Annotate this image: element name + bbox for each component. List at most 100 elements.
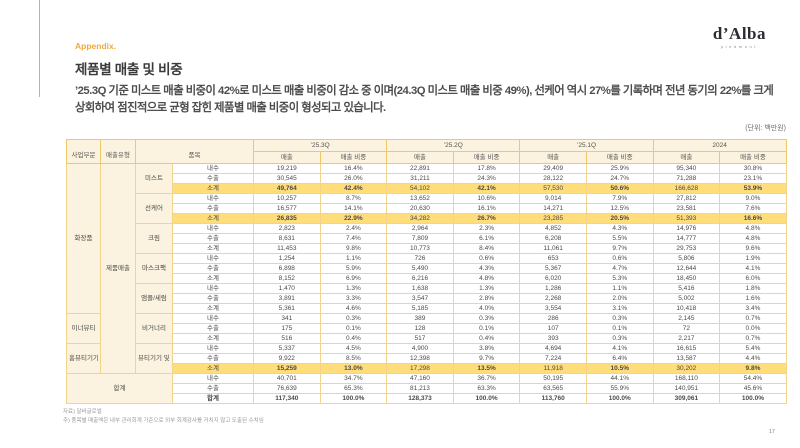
business-label: 화장품 — [66, 163, 101, 314]
table-row: 앰플/세럼 내수 1,470 1.3% 1,638 1.3% 1,286 1.1% 5,416 1… — [67, 283, 787, 314]
value-cell: 175 — [253, 323, 321, 334]
item-label: 비거너리 — [135, 313, 173, 344]
row-type-label: 수출 — [172, 233, 254, 244]
value-cell: 393 — [519, 333, 587, 344]
value-cell: 5,185 — [386, 303, 454, 314]
brand-logo-subtext: piedmont — [720, 44, 759, 49]
header-share: 매출 비중 — [452, 151, 521, 164]
total-row: 합계 내수 40,701 34.7% 47,160 36.7% 50,195 44.1% 168… — [66, 373, 787, 404]
value-cell: 5,490 — [386, 263, 454, 274]
value-cell: 1.6% — [719, 293, 787, 304]
value-cell: 5,361 — [253, 303, 321, 314]
value-cell: 0.1% — [319, 323, 388, 334]
appendix-label: Appendix. — [75, 41, 117, 51]
value-cell: 26.7% — [452, 213, 521, 224]
value-cell: 29,409 — [519, 163, 587, 174]
value-cell: 65.3% — [319, 383, 388, 394]
value-cell: 341 — [253, 313, 321, 324]
header-sales: 매출 — [386, 151, 454, 164]
value-cell: 9.8% — [719, 363, 787, 374]
value-cell: 5,806 — [652, 253, 721, 264]
value-cell: 726 — [386, 253, 454, 264]
value-cell: 9.0% — [719, 193, 787, 204]
value-cell: 12,398 — [386, 353, 454, 364]
value-cell: 13.5% — [452, 363, 521, 374]
value-cell: 4.0% — [452, 303, 521, 314]
value-cell: 4.1% — [719, 263, 787, 274]
value-cell: 31,211 — [386, 173, 454, 184]
value-cell: 22.9% — [319, 213, 388, 224]
value-cell: 1.3% — [319, 283, 388, 294]
value-cell: 4,694 — [519, 343, 587, 354]
value-cell: 128,373 — [386, 393, 454, 404]
value-cell: 63,565 — [519, 383, 587, 394]
table-row: 소계 5,361 4.6% 5,185 4.0% 3,554 3.1% 10,418 3.4% — [67, 303, 787, 314]
value-cell: 6.4% — [585, 353, 654, 364]
row-type-label: 내수 — [172, 193, 254, 204]
value-cell: 95,340 — [652, 163, 721, 174]
value-cell: 34.7% — [319, 373, 388, 384]
value-cell: 2.3% — [452, 223, 521, 234]
row-type-label: 내수 — [172, 163, 254, 174]
value-cell: 1,638 — [386, 283, 454, 294]
table-row: 소계 26,835 22.9% 34,282 26.7% 23,285 20.5% 51,39… — [67, 213, 787, 224]
value-cell: 7.9% — [585, 193, 654, 204]
header-sales: 매출 — [253, 151, 321, 164]
value-cell: 6,898 — [253, 263, 321, 274]
header-sales: 매출 — [652, 151, 721, 164]
value-cell: 0.7% — [719, 333, 787, 344]
value-cell: 22,891 — [386, 163, 454, 174]
value-cell: 53.9% — [719, 183, 787, 194]
value-cell: 7.4% — [319, 233, 388, 244]
brand-logo: d’Alba piedmont — [713, 25, 766, 49]
value-cell: 0.0% — [719, 323, 787, 334]
table-row: 소계 11,453 9.8% 10,773 8.4% 11,061 9.7% 29,753 9.… — [67, 243, 787, 254]
value-cell: 4.7% — [585, 263, 654, 274]
row-type-label: 수출 — [172, 203, 254, 214]
value-cell: 0.6% — [585, 253, 654, 264]
value-cell: 10,418 — [652, 303, 721, 314]
row-type-label: 소계 — [172, 273, 254, 284]
value-cell: 45.6% — [719, 383, 787, 394]
value-cell: 6.0% — [719, 273, 787, 284]
value-cell: 14,271 — [519, 203, 587, 214]
value-cell: 42.1% — [452, 183, 521, 194]
row-type-label: 수출 — [172, 263, 254, 274]
row-type-label: 소계 — [172, 183, 254, 194]
value-cell: 0.1% — [585, 323, 654, 334]
value-cell: 3,554 — [519, 303, 587, 314]
value-cell: 7.6% — [719, 203, 787, 214]
table-body: 화장품 제품매출 미스트 내수 19,219 16.4% 22,891 17.8% 29,409… — [66, 163, 787, 404]
value-cell: 27,812 — [652, 193, 721, 204]
value-cell: 10.6% — [452, 193, 521, 204]
value-cell: 168,110 — [652, 373, 721, 384]
table-row: 수출 16,577 14.1% 20,630 16.1% 14,271 12.5% 23,58… — [67, 203, 787, 214]
value-cell: 16,577 — [253, 203, 321, 214]
value-cell: 29,753 — [652, 243, 721, 254]
value-cell: 140,951 — [652, 383, 721, 394]
value-cell: 44.1% — [585, 373, 654, 384]
table-row: 소계 8,152 6.9% 6,216 4.8% 6,020 5.3% 18,450 6.0% — [67, 273, 787, 284]
value-cell: 15,259 — [253, 363, 321, 374]
table-row: 화장품 제품매출 미스트 내수 19,219 16.4% 22,891 17.8% 29,409… — [66, 163, 787, 374]
value-cell: 117,340 — [253, 393, 321, 404]
value-cell: 5,416 — [652, 283, 721, 294]
value-cell: 54,102 — [386, 183, 454, 194]
row-type-label: 소계 — [172, 333, 254, 344]
value-cell: 1,254 — [253, 253, 321, 264]
value-cell: 5,337 — [253, 343, 321, 354]
value-cell: 3,891 — [253, 293, 321, 304]
value-cell: 30.8% — [719, 163, 787, 174]
body-paragraph: ’25.3Q 기준 미스트 매출 비중이 42%로 미스트 매출 비중이 감소 … — [75, 85, 774, 114]
value-cell: 389 — [386, 313, 454, 324]
value-cell: 3.3% — [319, 293, 388, 304]
value-cell: 4.8% — [452, 273, 521, 284]
table-row: 수출 175 0.1% 128 0.1% 107 0.1% 72 0.0% — [67, 323, 787, 334]
value-cell: 1.9% — [719, 253, 787, 264]
value-cell: 0.7% — [719, 313, 787, 324]
row-type-label: 내수 — [172, 253, 254, 264]
value-cell: 6,216 — [386, 273, 454, 284]
row-type-label: 합계 — [172, 393, 254, 404]
value-cell: 1.8% — [719, 283, 787, 294]
value-cell: 13,652 — [386, 193, 454, 204]
